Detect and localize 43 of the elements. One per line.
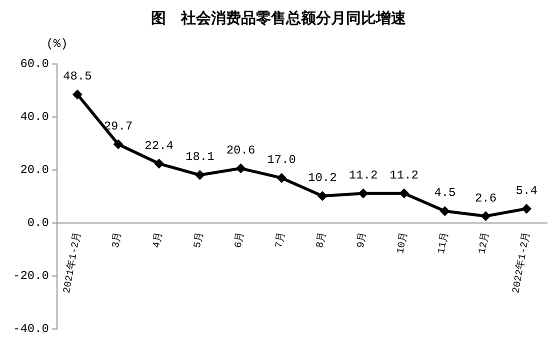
point <box>399 188 410 198</box>
point <box>480 211 491 222</box>
point <box>276 172 287 183</box>
point <box>154 158 164 169</box>
x-tick-label: 6月 <box>232 231 248 249</box>
point <box>72 89 82 100</box>
x-tick-label: 10月 <box>394 231 411 255</box>
y-tick-label: 20.0 <box>20 163 50 178</box>
point <box>113 139 124 150</box>
text: 5.4 <box>516 184 538 198</box>
x-tick-label: 12月 <box>476 231 492 255</box>
point <box>522 204 532 214</box>
text: 22.4 <box>144 138 174 153</box>
point <box>317 190 328 201</box>
text: 17.0 <box>267 153 296 168</box>
point <box>440 206 450 216</box>
y-tick-label: -20.0 <box>12 269 50 284</box>
text: 11.2 <box>348 168 378 182</box>
point <box>236 163 246 174</box>
text: 4.5 <box>434 186 456 200</box>
y-axis-title: (%) <box>46 37 68 52</box>
x-tick-label: 8月 <box>314 231 329 249</box>
y-tick-label: 0.0 <box>27 216 50 230</box>
x-tick-label: 5月 <box>192 231 206 249</box>
x-tick-label: 2022年1-2月 <box>510 230 534 294</box>
x-tick-label: 4月 <box>151 231 166 249</box>
x-tick-label: 2021年1-2月 <box>60 230 84 294</box>
x-tick-label: 11月 <box>436 231 452 255</box>
text: 18.1 <box>186 150 214 164</box>
point <box>194 170 205 180</box>
text: 2.6 <box>474 191 497 206</box>
y-tick-label: -40.0 <box>12 322 50 336</box>
x-tick-label: 9月 <box>355 231 370 249</box>
chart-title: 图 社会消费品零售总额分月同比增速 <box>151 8 407 27</box>
text: 48.5 <box>63 70 92 84</box>
text: 20.6 <box>226 144 256 158</box>
x-tick-label: 7月 <box>274 231 288 249</box>
text: 10.2 <box>308 171 337 186</box>
x-tick-label: 3月 <box>110 231 125 249</box>
point <box>358 188 368 198</box>
y-tick-label: 60.0 <box>20 57 50 72</box>
y-tick-label: 40.0 <box>20 110 50 124</box>
text: 11.2 <box>390 168 418 182</box>
